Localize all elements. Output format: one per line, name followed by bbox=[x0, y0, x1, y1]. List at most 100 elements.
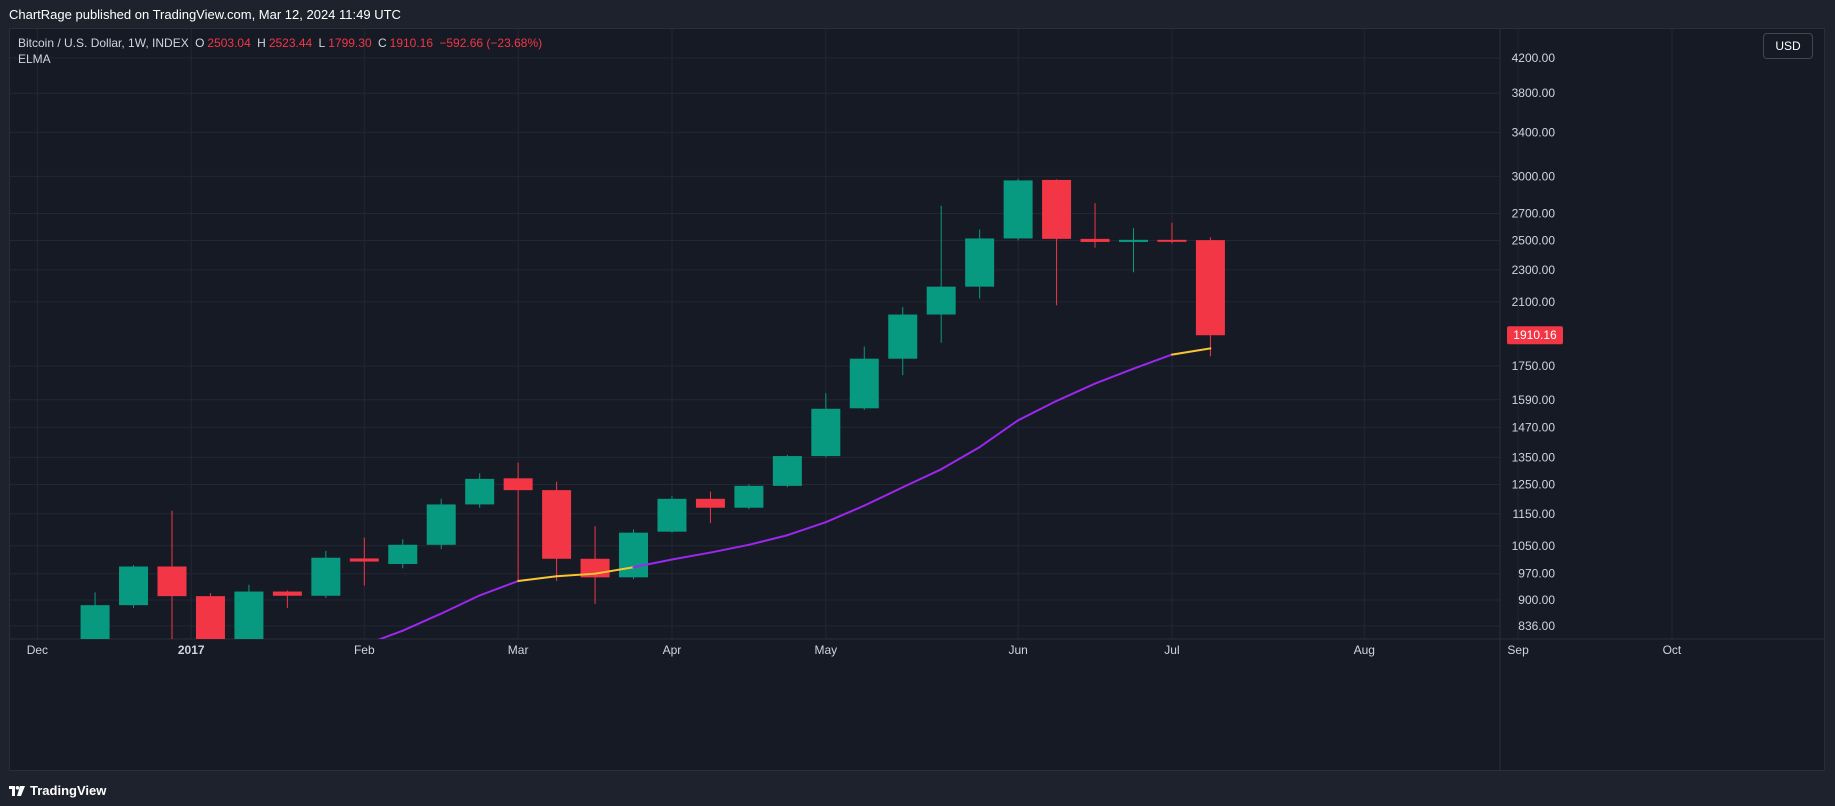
x-tick-label: 2017 bbox=[178, 643, 205, 657]
candle-down bbox=[349, 558, 379, 562]
candle-up bbox=[1003, 180, 1033, 239]
elma-line-segment bbox=[377, 629, 404, 639]
candle-down bbox=[695, 498, 725, 508]
candle-up bbox=[311, 557, 341, 596]
x-tick-label: Dec bbox=[27, 643, 48, 657]
candle-up bbox=[772, 456, 802, 486]
indicator-legend-elma[interactable]: ELMA bbox=[18, 52, 51, 66]
candle-up bbox=[234, 591, 264, 639]
candle-up bbox=[926, 286, 956, 315]
elma-line-segment bbox=[786, 521, 827, 537]
y-tick-label: 3400.00 bbox=[1512, 125, 1556, 139]
y-tick-label: 1470.00 bbox=[1512, 420, 1556, 434]
last-price-badge bbox=[1507, 326, 1563, 345]
candle-up bbox=[849, 358, 879, 409]
candle-down bbox=[1195, 240, 1225, 336]
currency-button[interactable]: USD bbox=[1763, 33, 1813, 59]
x-tick-label: Jul bbox=[1164, 643, 1179, 657]
candle-down bbox=[1042, 179, 1072, 239]
legend-symbol: Bitcoin / U.S. Dollar, 1W, INDEX bbox=[18, 36, 189, 50]
elma-line-segment bbox=[670, 551, 712, 561]
candle-up bbox=[1119, 239, 1148, 242]
elma-line-segment bbox=[1094, 367, 1135, 385]
y-tick-label: 3000.00 bbox=[1512, 169, 1556, 183]
y-tick-label: 970.00 bbox=[1518, 567, 1555, 581]
elma-line-segment bbox=[1170, 347, 1212, 356]
elma-line-segment bbox=[901, 468, 943, 489]
candle-up bbox=[811, 408, 841, 457]
legend-close: 1910.16 bbox=[389, 36, 434, 50]
elma-line-segment bbox=[478, 580, 520, 597]
x-tick-label: Mar bbox=[508, 643, 529, 657]
candle-up bbox=[619, 532, 649, 578]
elma-line-segment bbox=[863, 486, 904, 507]
publish-text: ChartRage published on TradingView.com, … bbox=[9, 7, 401, 22]
elma-line-segment bbox=[747, 534, 789, 546]
y-tick-label: 1250.00 bbox=[1512, 477, 1556, 491]
tradingview-logo[interactable]: TradingView bbox=[9, 783, 106, 798]
y-tick-label: 1150.00 bbox=[1513, 507, 1556, 521]
y-tick-label: 900.00 bbox=[1518, 593, 1555, 607]
y-tick-label: 1750.00 bbox=[1512, 359, 1556, 373]
chart-frame[interactable]: 836.00 900.00 970.00 1050.00 1150.00 1250.00 1… bbox=[9, 28, 1825, 771]
candle-down bbox=[503, 478, 533, 491]
publish-bar: ChartRage published on TradingView.com, … bbox=[0, 0, 1835, 28]
candle-up bbox=[465, 478, 495, 505]
candle-up bbox=[888, 314, 918, 359]
candle-up bbox=[426, 504, 456, 545]
y-tick-label: 1350.00 bbox=[1512, 450, 1556, 464]
elma-line-segment bbox=[517, 575, 558, 583]
y-tick-label: 2500.00 bbox=[1512, 234, 1556, 248]
elma-line-segment bbox=[709, 543, 750, 554]
elma-line-segment bbox=[824, 504, 866, 524]
x-tick-label: Sep bbox=[1507, 643, 1529, 657]
candle-up bbox=[119, 566, 149, 606]
legend-high-label: H bbox=[257, 36, 266, 50]
candle-down bbox=[157, 566, 187, 597]
x-tick-label: Apr bbox=[663, 643, 682, 657]
legend-change: −592.66 (−23.68%) bbox=[439, 36, 543, 50]
legend-low-label: L bbox=[318, 36, 326, 50]
candle-down bbox=[195, 596, 225, 639]
candle-down bbox=[1080, 238, 1110, 242]
y-tick-label: 2100.00 bbox=[1512, 295, 1556, 309]
elma-line-segment bbox=[440, 594, 481, 615]
candle-down bbox=[1157, 239, 1187, 242]
tradingview-logo-icon bbox=[9, 785, 25, 796]
x-tick-label: May bbox=[814, 643, 837, 657]
candle-down bbox=[542, 490, 572, 559]
legend-open-label: O bbox=[195, 36, 205, 50]
elma-line-segment bbox=[1055, 382, 1097, 402]
elma-line-segment bbox=[632, 558, 673, 569]
elma-line-segment bbox=[1132, 353, 1173, 370]
elma-line-segment bbox=[978, 419, 1020, 449]
legend-high: 2523.44 bbox=[268, 36, 313, 50]
y-tick-label: 1050.00 bbox=[1512, 539, 1556, 553]
y-tick-label: 2300.00 bbox=[1512, 263, 1556, 277]
chart-svg[interactable]: 836.00 900.00 970.00 1050.00 1150.00 1250.00 1… bbox=[10, 29, 1824, 770]
last-price-label: 1910.16 bbox=[1513, 328, 1557, 342]
elma-line-segment bbox=[940, 446, 981, 471]
x-tick-label: Feb bbox=[354, 643, 375, 657]
candle-up bbox=[657, 498, 687, 532]
candle-down bbox=[272, 591, 302, 596]
y-tick-label: 4200.00 bbox=[1512, 51, 1556, 65]
x-tick-label: Oct bbox=[1663, 643, 1682, 657]
elma-line-segment bbox=[401, 612, 443, 632]
y-tick-label: 836.00 bbox=[1518, 619, 1555, 633]
x-tick-label: Aug bbox=[1354, 643, 1375, 657]
symbol-legend: Bitcoin / U.S. Dollar, 1W, INDEX O 2503.0… bbox=[18, 36, 545, 50]
candle-up bbox=[80, 605, 110, 639]
footer: TradingView bbox=[0, 773, 1835, 806]
legend-low: 1799.30 bbox=[328, 36, 372, 50]
tradingview-logo-text: TradingView bbox=[30, 783, 107, 798]
y-tick-label: 1590.00 bbox=[1512, 393, 1556, 407]
candles-group bbox=[80, 178, 1225, 639]
candle-up bbox=[388, 544, 418, 565]
x-tick-label: Jun bbox=[1008, 643, 1027, 657]
y-tick-label: 3800.00 bbox=[1512, 86, 1556, 100]
legend-close-label: C bbox=[377, 36, 387, 50]
elma-line-segment bbox=[1017, 399, 1058, 422]
candle-up bbox=[734, 485, 764, 508]
y-tick-label: 2700.00 bbox=[1512, 206, 1556, 220]
